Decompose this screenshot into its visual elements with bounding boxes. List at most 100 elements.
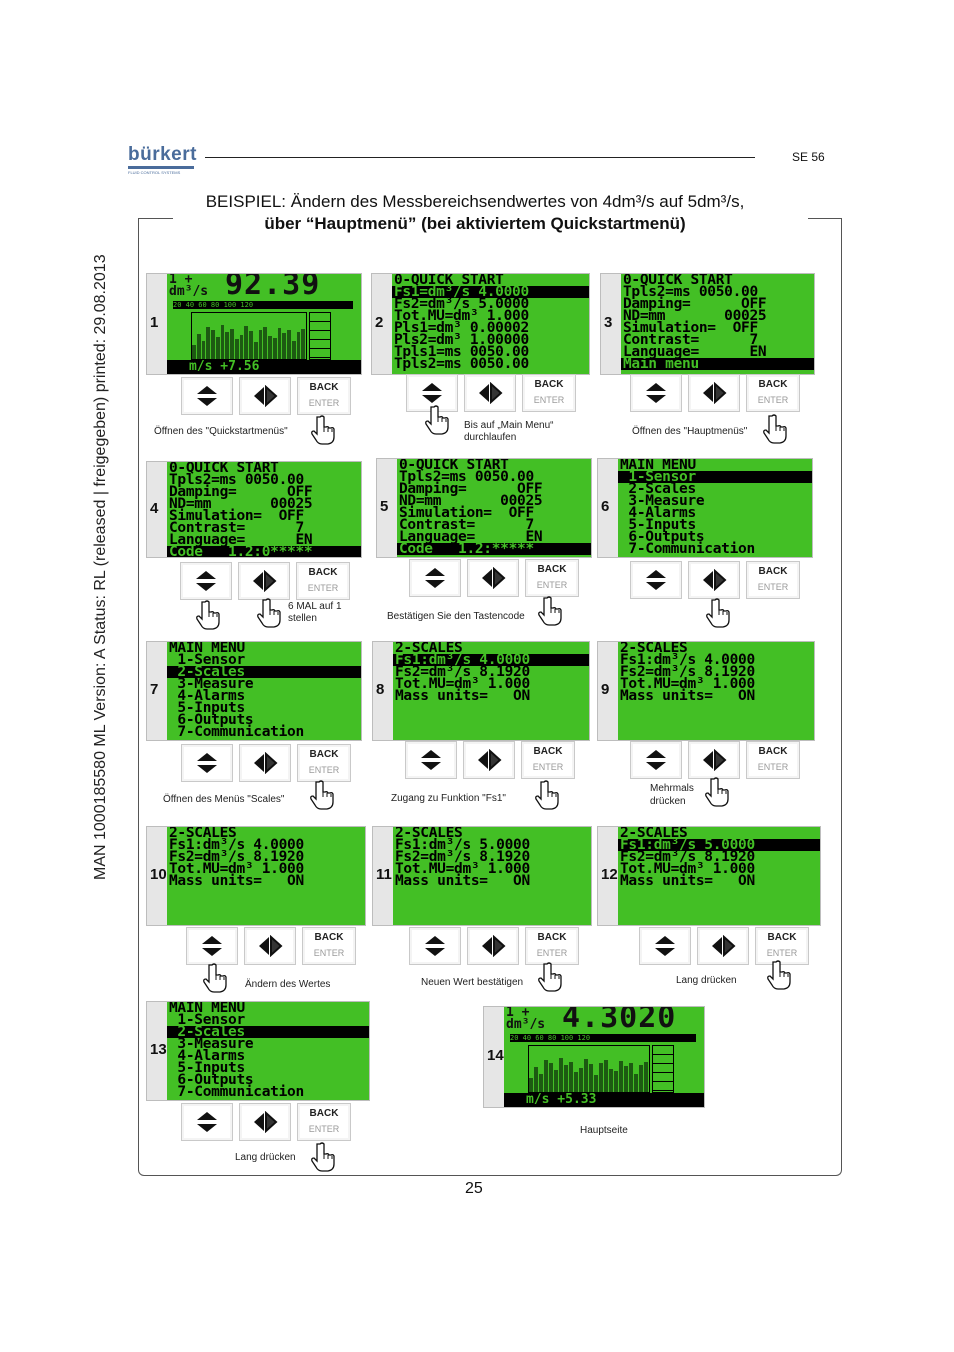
left-right-button[interactable] (688, 561, 740, 599)
lcd-line: 3-Measure (169, 1036, 254, 1052)
step-number: 5 (380, 498, 389, 515)
up-down-button[interactable] (639, 927, 691, 965)
step-number: 13 (150, 1041, 167, 1058)
up-down-button[interactable] (630, 374, 682, 412)
lcd-display: 2-SCALES Fs1:dm³/s 4.0000 Fs2=dm³/s 8.1920… (167, 827, 365, 925)
up-down-button[interactable] (405, 741, 457, 779)
keypad: BACK ENTER (409, 559, 579, 597)
up-down-button[interactable] (409, 559, 461, 597)
left-right-button[interactable] (239, 377, 291, 415)
trend-bar (529, 1078, 533, 1092)
up-down-arrow-icon (182, 378, 232, 414)
back-label: BACK (309, 1108, 339, 1119)
left-right-button[interactable] (697, 927, 749, 965)
back-enter-button[interactable]: BACK ENTER (522, 374, 576, 412)
back-enter-button[interactable]: BACK ENTER (296, 562, 350, 600)
pointing-hand-icon (425, 405, 451, 440)
back-enter-button[interactable]: BACK ENTER (525, 559, 579, 597)
lcd-trend-graph (191, 312, 307, 360)
caption-4b: stellen (288, 613, 317, 624)
left-right-button[interactable] (463, 741, 515, 779)
step-number: 10 (150, 866, 167, 883)
caption-2a: Bis auf „Main Menu“ (464, 420, 554, 431)
left-right-button[interactable] (467, 559, 519, 597)
pointing-hand-icon (311, 415, 337, 450)
left-right-button[interactable] (238, 562, 290, 600)
left-right-button[interactable] (467, 927, 519, 965)
lcd-line: 3-Measure (620, 493, 705, 509)
lcd-line: Fs2=dm³/s 8.1920 (395, 664, 530, 680)
up-down-button[interactable] (630, 561, 682, 599)
keypad: BACK ENTER (406, 374, 576, 412)
trend-bar (239, 335, 244, 359)
up-down-button[interactable] (406, 374, 458, 412)
left-right-arrow-icon (689, 742, 739, 778)
up-down-arrow-icon (406, 742, 456, 778)
back-enter-button[interactable]: BACK ENTER (746, 561, 800, 599)
lcd-line: 4-Alarms (169, 688, 245, 704)
left-right-button[interactable] (239, 1103, 291, 1141)
trend-bar (554, 1069, 558, 1092)
lcd-line: Damping= OFF (623, 296, 767, 312)
left-right-button[interactable] (688, 374, 740, 412)
caption-3: Öffnen des "Hauptmenüs" (632, 426, 748, 437)
lcd-title: 2-SCALES (395, 827, 463, 841)
back-enter-button[interactable]: BACK ENTER (525, 927, 579, 965)
up-down-button[interactable] (186, 927, 238, 965)
up-down-button[interactable] (630, 741, 682, 779)
trend-bar (234, 338, 239, 359)
trend-bar (272, 337, 277, 359)
trend-bar (544, 1059, 548, 1092)
lcd-display: 2-SCALES Fs1:dm³/s 4.0000 Fs2=dm³/s 8.1920… (618, 642, 814, 740)
back-enter-button[interactable]: BACK ENTER (746, 374, 800, 412)
trend-bar (296, 332, 301, 359)
caption-12: Lang drücken (676, 975, 737, 986)
caption-9a: Mehrmals (650, 783, 694, 794)
keypad: BACK ENTER (405, 741, 575, 779)
lcd-display: 1 + dm³/s 92.39 20 40 60 80 100 120 m/s +7.5… (167, 274, 361, 374)
back-enter-button[interactable]: BACK ENTER (755, 927, 809, 965)
lcd-unit-top: 1 + (506, 1007, 530, 1020)
up-down-button[interactable] (409, 927, 461, 965)
back-enter-button[interactable]: BACK ENTER (297, 377, 351, 415)
back-enter-button[interactable]: BACK ENTER (297, 1103, 351, 1141)
back-enter-button[interactable]: BACK ENTER (302, 927, 356, 965)
lcd-line: 3-Measure (169, 676, 254, 692)
trend-bar (277, 327, 282, 359)
up-down-arrow-icon (640, 928, 690, 964)
step-screen-13: 13 MAIN MENU 1-Sensor 2-Scales 3-Measure … (146, 1001, 370, 1101)
back-enter-button[interactable]: BACK ENTER (297, 744, 351, 782)
keypad: BACK ENTER (630, 374, 800, 412)
lcd-level-bar (309, 312, 331, 360)
trend-bar (644, 1061, 648, 1092)
caption-11: Neuen Wert bestätigen (421, 977, 524, 988)
enter-label: ENTER (308, 398, 340, 408)
keypad: BACK ENTER (639, 927, 809, 965)
lcd-line: Tot.MU=dm³ 1.000 (620, 676, 755, 692)
lcd-title: 0-QUICK START (399, 459, 509, 473)
up-down-button[interactable] (181, 377, 233, 415)
up-down-arrow-icon (631, 375, 681, 411)
lcd-title: MAIN MENU (620, 459, 696, 473)
back-label: BACK (758, 566, 788, 577)
lcd-line: Tpls2=ms 0050.00 (399, 469, 534, 485)
lcd-line: Mass units= ON (620, 688, 755, 704)
lcd-title: 2-SCALES (169, 827, 237, 841)
left-right-button[interactable] (239, 744, 291, 782)
left-right-button[interactable] (688, 741, 740, 779)
brand-logo-bar (128, 166, 194, 169)
trend-bar (579, 1068, 583, 1092)
left-right-button[interactable] (244, 927, 296, 965)
page-title-line2: über “Hauptmenü” (bei aktiviertem Quicks… (264, 214, 686, 233)
trend-bar (594, 1074, 598, 1092)
caption-1: Öffnen des "Quickstartmenüs" (154, 426, 288, 437)
back-enter-button[interactable]: BACK ENTER (521, 741, 575, 779)
frame-top-left (138, 218, 173, 219)
up-down-button[interactable] (181, 1103, 233, 1141)
up-down-button[interactable] (180, 562, 232, 600)
back-enter-button[interactable]: BACK ENTER (746, 741, 800, 779)
up-down-button[interactable] (181, 744, 233, 782)
enter-label: ENTER (757, 762, 789, 772)
left-right-button[interactable] (464, 374, 516, 412)
lcd-display: 1 + dm³/s 4.3020 20 40 60 80 100 120 m/s +5.… (504, 1007, 704, 1107)
